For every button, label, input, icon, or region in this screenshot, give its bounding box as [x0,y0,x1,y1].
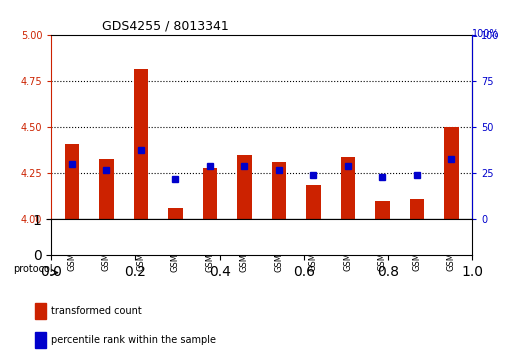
Bar [409,199,424,219]
Bar [203,168,217,219]
Text: protocol: protocol [13,264,52,274]
Bar [134,69,148,219]
Bar [341,157,355,219]
FancyBboxPatch shape [365,219,468,255]
Text: transformed count: transformed count [51,306,142,316]
Text: 100%: 100% [472,29,500,39]
Bar [65,144,79,219]
Text: SIN3A siRNA
treatment: SIN3A siRNA treatment [285,228,342,247]
Text: percentile rank within the sample: percentile rank within the sample [51,335,216,345]
Bar [237,155,252,219]
Text: control: control [143,233,174,242]
Bar [35,303,46,319]
FancyBboxPatch shape [262,219,365,255]
Bar [99,159,114,219]
Bar [375,201,389,219]
Text: GDS4255 / 8013341: GDS4255 / 8013341 [102,20,228,33]
Bar [271,162,286,219]
Bar [306,184,321,219]
FancyBboxPatch shape [55,219,262,255]
Bar [168,209,183,219]
Bar [35,332,46,348]
Text: miR-138 mimic
treatment: miR-138 mimic treatment [383,228,451,247]
Bar [444,127,459,219]
